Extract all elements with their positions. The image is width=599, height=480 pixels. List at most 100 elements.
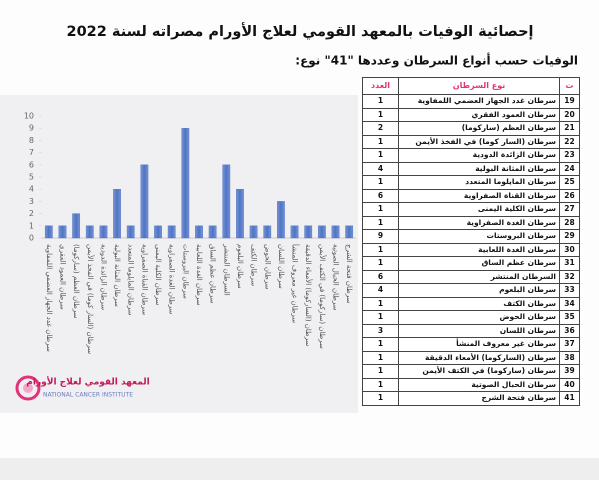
x-tick-label: سرطان الغدة الصفراوية (168, 244, 176, 315)
death-count: 1 (362, 364, 399, 379)
cancer-type: سرطان الزائدة الدودية (398, 148, 560, 163)
cancer-type: سرطان القناة الصفراوية (398, 188, 560, 203)
death-count: 1 (362, 215, 399, 230)
death-count: 1 (362, 337, 399, 352)
table-row: 28 سرطان الغدة الصفراوية 1 (362, 215, 580, 230)
table-row: 22 سرطان (السار كوما) في الفخذ الأيمن 1 (362, 134, 580, 149)
table-row: 35 سرطان الحوض 1 (362, 310, 580, 325)
bar (44, 225, 53, 239)
row-number: 34 (559, 296, 580, 311)
x-tick-label: سرطان البلعوم (236, 244, 244, 289)
row-number: 29 (559, 229, 580, 244)
x-tick-label: سرطان المايلوما المتعدد (127, 244, 135, 316)
y-tick-label: 1 (29, 221, 34, 230)
cancer-type: سرطان الحبال الصوتية (398, 377, 560, 392)
cancer-type: سرطان عظم الساق (398, 256, 560, 271)
row-number: 41 (559, 391, 580, 406)
row-number: 35 (559, 310, 580, 325)
cancer-type: سرطان الكلية اليمنى (398, 202, 560, 217)
table-row: 39 سرطان (ساركوما) في الكتف الأيمن 1 (362, 364, 580, 379)
x-tick-label: سرطان الحوض (263, 244, 271, 290)
row-number: 26 (559, 188, 580, 203)
bar (249, 225, 258, 239)
row-number: 31 (559, 256, 580, 271)
row-number: 25 (559, 175, 580, 190)
x-tick-label: سرطان (الساركوما) الأمعاء الدقيقة (304, 244, 313, 347)
bar (113, 188, 121, 239)
x-tick-label: سرطان (السار كوما) في الفخذ الأيمن (86, 244, 95, 354)
row-number: 28 (559, 215, 580, 230)
bar (154, 225, 162, 239)
death-count: 1 (362, 175, 399, 190)
death-count: 1 (362, 256, 399, 271)
bar (304, 225, 313, 239)
x-tick-label: سرطان غير معروف المنشأ (291, 244, 301, 323)
death-count: 9 (362, 229, 399, 244)
cancer-type: سرطان غير معروف المنشأ (398, 337, 560, 352)
bar (222, 164, 231, 239)
table-row: 20 سرطان العمود الفقري 1 (362, 107, 580, 122)
row-number: 21 (559, 121, 580, 136)
bar (58, 225, 67, 239)
bar (263, 225, 272, 239)
death-count: 1 (362, 202, 399, 217)
death-count: 3 (362, 323, 399, 338)
death-count: 1 (362, 134, 399, 149)
cancer-type: السرطان المنتشر (398, 269, 560, 284)
row-number: 39 (559, 364, 580, 379)
cancer-type: سرطان فتحة الشرج (398, 391, 560, 406)
death-count: 2 (362, 121, 399, 136)
table-header-cell: نوع السرطان (398, 77, 560, 95)
table-body: 19 سرطان غدد الجهاز العضمي اللمفاوية 1 20 سر… (362, 94, 580, 406)
logo-icon-core (23, 383, 33, 393)
row-number: 27 (559, 202, 580, 217)
death-count: 1 (362, 94, 399, 109)
bar (290, 225, 299, 239)
cancer-type: سرطان (السار كوما) في الفخذ الأيمن (398, 134, 560, 149)
table-row: 29 سرطان البروستات 9 (362, 229, 580, 244)
table-row: 30 سرطان الغدة اللعابية 1 (362, 242, 580, 257)
data-table: ت نوع السرطان العدد 19 سرطان غدد الجهاز الع… (362, 77, 580, 406)
cancer-type: سرطان اللسان (398, 323, 560, 338)
row-number: 22 (559, 134, 580, 149)
y-tick-label: 7 (29, 148, 34, 157)
bar (331, 225, 340, 239)
row-number: 33 (559, 283, 580, 298)
table-row: 25 سرطان المايلوما المتعدد 1 (362, 175, 580, 190)
death-count: 1 (362, 242, 399, 257)
table-row: 31 سرطان عظم الساق 1 (362, 256, 580, 271)
row-number: 40 (559, 377, 580, 392)
row-number: 23 (559, 148, 580, 163)
cancer-type: سرطان العمود الفقري (398, 107, 560, 122)
page-title: إحصائية الوفيات بالمعهد القومي لعلاج الأ… (67, 22, 534, 40)
cancer-type: سرطان البروستات (398, 229, 560, 244)
x-tick-label: سرطان البروستات (181, 244, 189, 299)
x-tick-label: سرطان الزائدة الدودية (99, 244, 107, 310)
bar (72, 213, 81, 239)
x-tick-label: سرطان المثانة البولية (113, 244, 121, 307)
row-number: 36 (559, 323, 580, 338)
y-tick-label: 8 (29, 136, 34, 145)
table-row: 33 سرطان البلعوم 4 (362, 283, 580, 298)
x-tick-label: سرطان الكلية اليمنى (154, 244, 162, 305)
death-count: 1 (362, 310, 399, 325)
chart-panel (0, 95, 358, 413)
death-count: 1 (362, 107, 399, 122)
bar (126, 225, 135, 239)
cancer-type: سرطان الغدة اللعابية (398, 242, 560, 257)
logo-arabic: المعهد القومي لعلاج الأورام (26, 376, 149, 388)
bar (85, 225, 94, 239)
bar (317, 225, 326, 239)
row-number: 38 (559, 350, 580, 365)
y-tick-label: 3 (29, 197, 34, 206)
cancer-type: سرطان الكتف (398, 296, 560, 311)
death-count: 1 (362, 148, 399, 163)
y-tick-label: 0 (29, 234, 34, 243)
table-row: 38 سرطان (الساركوما) الأمعاء الدقيقة 1 (362, 350, 580, 365)
cancer-type: سرطان الحوض (398, 310, 560, 325)
x-tick-label: سرطان اللسان (277, 244, 285, 289)
y-tick-label: 2 (29, 209, 34, 218)
table-row: 41 سرطان فتحة الشرج 1 (362, 391, 580, 406)
x-tick-label: سرطان غدد الجهاز العضمي اللمفاوية (45, 244, 53, 352)
